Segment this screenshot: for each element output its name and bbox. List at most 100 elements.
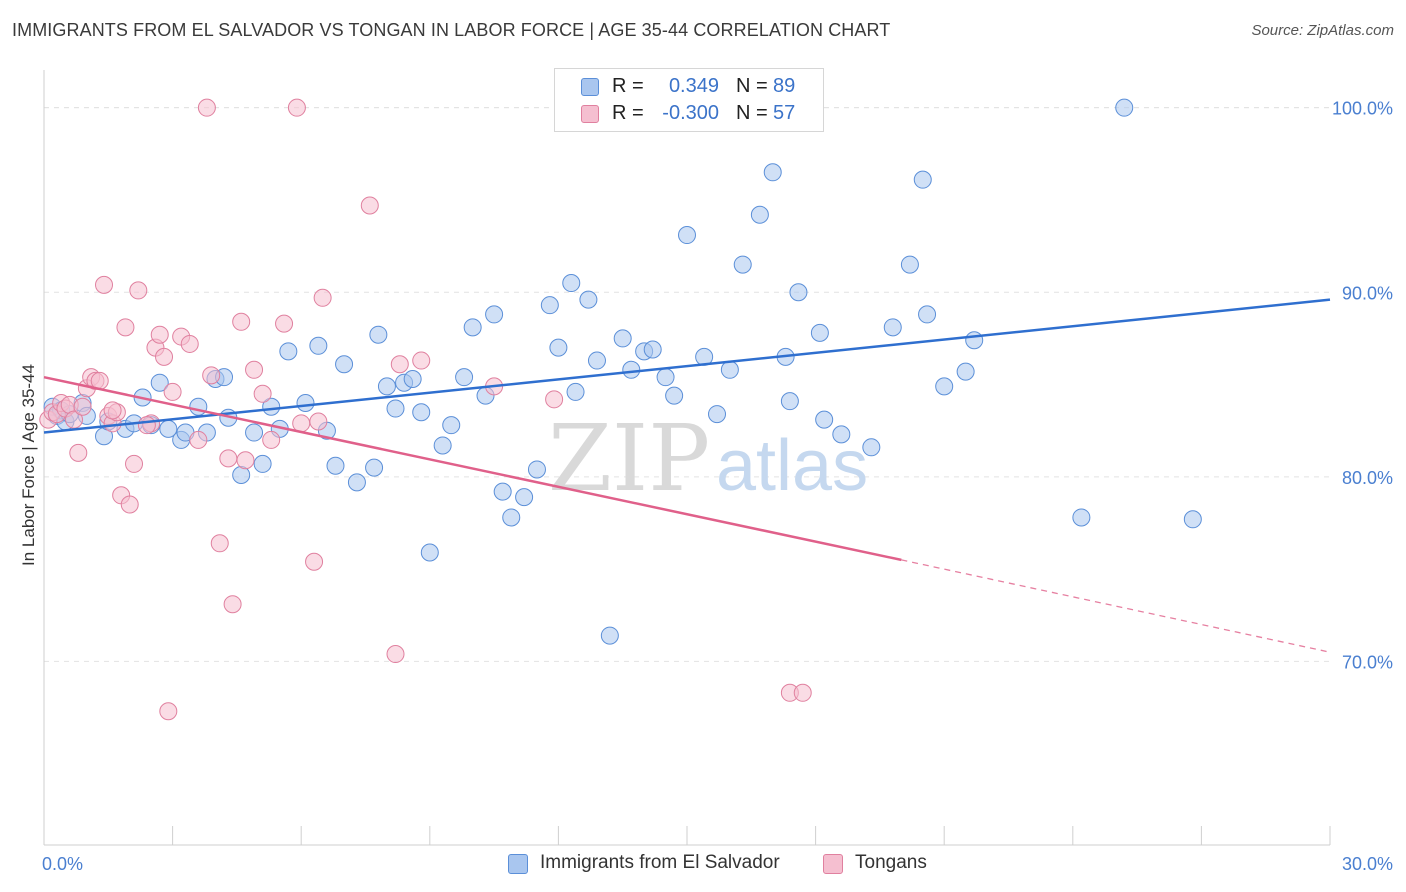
point-tongans [313, 288, 332, 307]
point-salvador [335, 355, 354, 374]
point-salvador [420, 543, 439, 562]
point-tongans [73, 397, 92, 416]
tick-labels: 70.0% 80.0% 90.0% 100.0% 0.0% 30.0% [42, 99, 1393, 874]
point-tongans [129, 281, 148, 300]
point-tongans [69, 443, 88, 462]
grid-lines [44, 107, 1330, 662]
point-tongans [103, 401, 122, 420]
point-tongans [116, 318, 135, 337]
point-salvador [515, 488, 534, 507]
point-salvador [412, 403, 431, 422]
point-tongans [793, 683, 812, 702]
watermark-zip: ZIP [548, 405, 710, 512]
point-salvador [810, 323, 829, 342]
point-salvador [883, 318, 902, 337]
legend-row-salvador: R = 0.349 N = 89 [555, 75, 823, 101]
source-label: Source: ZipAtlas.com [1251, 22, 1394, 39]
point-salvador [549, 338, 568, 357]
point-tongans [245, 360, 264, 379]
point-tongans [159, 702, 178, 721]
point-salvador [913, 170, 932, 189]
point-tongans [287, 98, 306, 117]
point-salvador [935, 377, 954, 396]
legend-n-label: N = [736, 102, 768, 124]
legend-r-value: 0.349 [668, 75, 719, 97]
trend-line-tongans [43, 375, 902, 562]
point-tongans [223, 595, 242, 614]
point-salvador [579, 290, 598, 309]
point-salvador [1072, 508, 1091, 527]
legend-r-label: R = [612, 102, 644, 124]
point-tongans [219, 449, 238, 468]
point-salvador [600, 626, 619, 645]
legend-r-label: R = [612, 75, 644, 97]
point-tongans [360, 196, 379, 215]
point-tongans [305, 552, 324, 571]
point-salvador [377, 377, 396, 396]
series-swatch-tongans [823, 854, 843, 874]
correlation-legend: R = 0.349 N = 89 R = -0.300 N = 57 [554, 68, 824, 132]
point-tongans [95, 275, 114, 294]
point-salvador [433, 436, 452, 455]
point-salvador [566, 382, 585, 401]
point-salvador [150, 373, 169, 392]
point-tongans [253, 384, 272, 403]
point-salvador [789, 283, 808, 302]
y-tick-label: 90.0% [1342, 283, 1393, 303]
point-salvador [918, 305, 937, 324]
point-tongans [125, 454, 144, 473]
point-salvador [386, 399, 405, 418]
point-tongans [386, 645, 405, 664]
point-tongans [545, 390, 564, 409]
legend-row-tongans: R = -0.300 N = 57 [555, 102, 823, 128]
trend-lines [43, 298, 1331, 653]
point-tongans [65, 410, 84, 429]
point-tongans [412, 351, 431, 370]
point-tongans [309, 412, 328, 431]
series-name-salvador: Immigrants from El Salvador [540, 852, 780, 873]
point-salvador [463, 318, 482, 337]
point-salvador [326, 456, 345, 475]
point-tongans [163, 382, 182, 401]
trend-line-tongans-extrapolated [901, 559, 1331, 653]
point-tongans [120, 495, 139, 514]
point-salvador [720, 360, 739, 379]
point-tongans [189, 430, 208, 449]
legend-r-value: -0.300 [662, 102, 719, 124]
point-salvador [1183, 510, 1202, 529]
point-salvador [502, 508, 521, 527]
point-salvador [296, 394, 315, 413]
point-salvador [189, 397, 208, 416]
point-tongans [155, 347, 174, 366]
x-tick-label: 0.0% [42, 854, 83, 874]
point-tongans [275, 314, 294, 333]
point-salvador [403, 370, 422, 389]
point-salvador [365, 458, 384, 477]
point-salvador [862, 438, 881, 457]
point-salvador [900, 255, 919, 274]
y-tick-label: 80.0% [1342, 468, 1393, 488]
point-salvador [733, 255, 752, 274]
point-tongans [137, 416, 156, 435]
legend-n-value: 57 [773, 102, 796, 124]
point-tongans [210, 534, 229, 553]
point-salvador [656, 368, 675, 387]
point-salvador [832, 425, 851, 444]
y-tick-label: 100.0% [1332, 99, 1393, 119]
point-salvador [347, 473, 366, 492]
point-tongans [390, 355, 409, 374]
point-salvador [665, 386, 684, 405]
point-tongans [262, 430, 281, 449]
point-salvador [708, 405, 727, 424]
point-salvador [455, 368, 474, 387]
point-salvador [562, 274, 581, 293]
point-salvador [678, 226, 696, 245]
point-salvador [956, 362, 975, 381]
point-salvador [965, 331, 984, 350]
point-salvador [245, 423, 264, 442]
series-name-tongans: Tongans [855, 852, 927, 873]
chart-title: IMMIGRANTS FROM EL SALVADOR VS TONGAN IN… [12, 20, 891, 40]
point-tongans [292, 414, 311, 433]
point-salvador [587, 351, 606, 370]
